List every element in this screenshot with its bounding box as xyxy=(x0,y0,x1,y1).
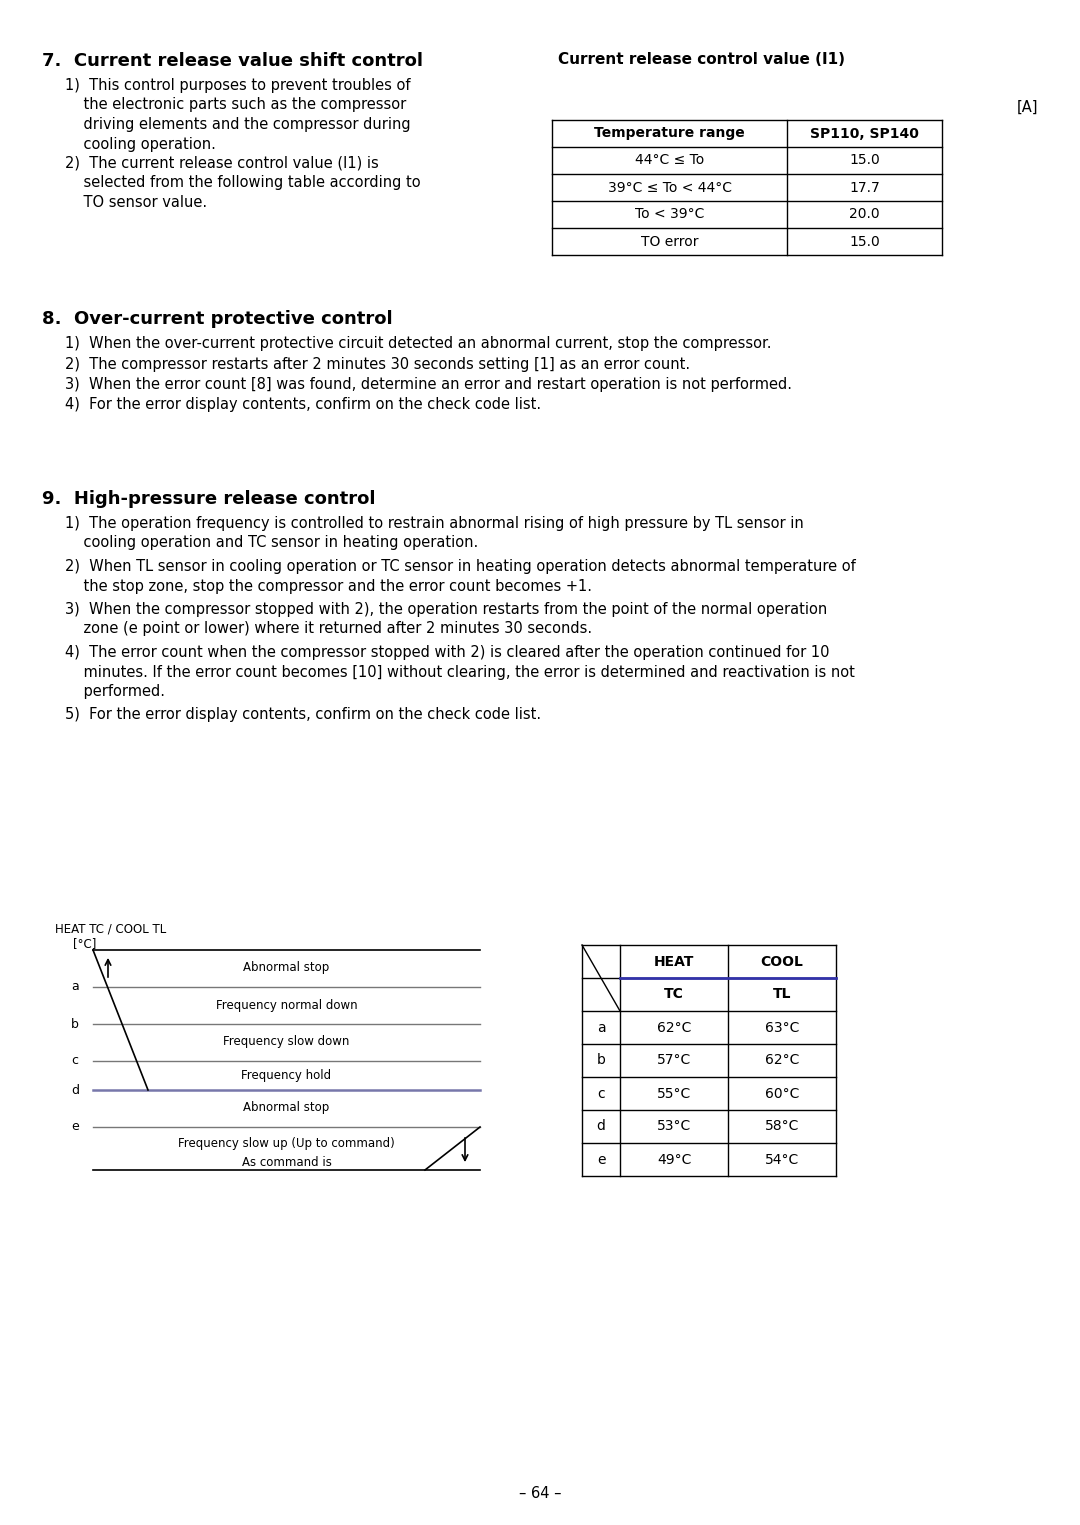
Text: 5)  For the error display contents, confirm on the check code list.: 5) For the error display contents, confi… xyxy=(65,708,541,723)
Text: the electronic parts such as the compressor: the electronic parts such as the compres… xyxy=(65,98,406,113)
Text: 63°C: 63°C xyxy=(765,1020,799,1034)
Text: Frequency hold: Frequency hold xyxy=(242,1069,332,1081)
Text: 62°C: 62°C xyxy=(765,1054,799,1067)
Text: the stop zone, stop the compressor and the error count becomes +1.: the stop zone, stop the compressor and t… xyxy=(65,578,592,593)
Text: Frequency slow down: Frequency slow down xyxy=(224,1035,350,1049)
Text: selected from the following table according to: selected from the following table accord… xyxy=(65,175,420,191)
Text: To < 39°C: To < 39°C xyxy=(635,207,704,221)
Text: Frequency slow up (Up to command): Frequency slow up (Up to command) xyxy=(178,1138,395,1150)
Text: TO error: TO error xyxy=(640,235,699,249)
Text: 4)  For the error display contents, confirm on the check code list.: 4) For the error display contents, confi… xyxy=(65,398,541,412)
Text: Current release control value (I1): Current release control value (I1) xyxy=(558,52,845,67)
Text: 17.7: 17.7 xyxy=(849,180,880,195)
Text: e: e xyxy=(71,1121,79,1133)
Text: b: b xyxy=(71,1017,79,1031)
Text: 1)  The operation frequency is controlled to restrain abnormal rising of high pr: 1) The operation frequency is controlled… xyxy=(65,515,804,531)
Text: 8.  Over-current protective control: 8. Over-current protective control xyxy=(42,310,393,328)
Text: 49°C: 49°C xyxy=(657,1153,691,1167)
Text: 39°C ≤ To < 44°C: 39°C ≤ To < 44°C xyxy=(607,180,731,195)
Text: Frequency normal down: Frequency normal down xyxy=(216,999,357,1011)
Text: driving elements and the compressor during: driving elements and the compressor duri… xyxy=(65,117,410,133)
Text: 15.0: 15.0 xyxy=(849,235,880,249)
Text: SP110, SP140: SP110, SP140 xyxy=(810,127,919,140)
Text: 60°C: 60°C xyxy=(765,1086,799,1101)
Text: Abnormal stop: Abnormal stop xyxy=(243,961,329,974)
Text: cooling operation.: cooling operation. xyxy=(65,137,216,151)
Text: minutes. If the error count becomes [10] without clearing, the error is determin: minutes. If the error count becomes [10]… xyxy=(65,665,855,680)
Text: b: b xyxy=(596,1054,606,1067)
Text: [°C]: [°C] xyxy=(73,936,96,950)
Text: 54°C: 54°C xyxy=(765,1153,799,1167)
Text: c: c xyxy=(597,1086,605,1101)
Text: d: d xyxy=(596,1119,606,1133)
Text: 4)  The error count when the compressor stopped with 2) is cleared after the ope: 4) The error count when the compressor s… xyxy=(65,645,829,660)
Text: 2)  When TL sensor in cooling operation or TC sensor in heating operation detect: 2) When TL sensor in cooling operation o… xyxy=(65,560,855,573)
Text: c: c xyxy=(71,1054,79,1067)
Text: 3)  When the compressor stopped with 2), the operation restarts from the point o: 3) When the compressor stopped with 2), … xyxy=(65,602,827,618)
Text: HEAT TC / COOL TL: HEAT TC / COOL TL xyxy=(55,923,166,935)
Text: 44°C ≤ To: 44°C ≤ To xyxy=(635,154,704,168)
Text: COOL: COOL xyxy=(760,955,804,968)
Text: TO sensor value.: TO sensor value. xyxy=(65,195,207,210)
Text: HEAT: HEAT xyxy=(653,955,694,968)
Text: zone (e point or lower) where it returned after 2 minutes 30 seconds.: zone (e point or lower) where it returne… xyxy=(65,622,592,636)
Text: a: a xyxy=(596,1020,605,1034)
Text: 1)  This control purposes to prevent troubles of: 1) This control purposes to prevent trou… xyxy=(65,78,410,93)
Text: 9.  High-pressure release control: 9. High-pressure release control xyxy=(42,490,376,508)
Text: 15.0: 15.0 xyxy=(849,154,880,168)
Text: Abnormal stop: Abnormal stop xyxy=(243,1101,329,1115)
Text: 53°C: 53°C xyxy=(657,1119,691,1133)
Text: 3)  When the error count [8] was found, determine an error and restart operation: 3) When the error count [8] was found, d… xyxy=(65,377,792,392)
Text: performed.: performed. xyxy=(65,685,165,698)
Text: d: d xyxy=(71,1083,79,1096)
Text: 1)  When the over-current protective circuit detected an abnormal current, stop : 1) When the over-current protective circ… xyxy=(65,336,771,351)
Text: 57°C: 57°C xyxy=(657,1054,691,1067)
Text: 2)  The compressor restarts after 2 minutes 30 seconds setting [1] as an error c: 2) The compressor restarts after 2 minut… xyxy=(65,357,690,372)
Text: As command is: As command is xyxy=(242,1156,332,1168)
Text: a: a xyxy=(71,981,79,993)
Text: e: e xyxy=(597,1153,605,1167)
Text: 20.0: 20.0 xyxy=(849,207,880,221)
Text: 55°C: 55°C xyxy=(657,1086,691,1101)
Text: cooling operation and TC sensor in heating operation.: cooling operation and TC sensor in heati… xyxy=(65,535,478,551)
Text: 7.  Current release value shift control: 7. Current release value shift control xyxy=(42,52,423,70)
Text: 62°C: 62°C xyxy=(657,1020,691,1034)
Text: – 64 –: – 64 – xyxy=(518,1485,562,1501)
Text: Temperature range: Temperature range xyxy=(594,127,745,140)
Text: TL: TL xyxy=(773,988,792,1002)
Text: [A]: [A] xyxy=(1016,101,1038,114)
Text: 58°C: 58°C xyxy=(765,1119,799,1133)
Text: 2)  The current release control value (I1) is: 2) The current release control value (I1… xyxy=(65,156,379,171)
Text: TC: TC xyxy=(664,988,684,1002)
